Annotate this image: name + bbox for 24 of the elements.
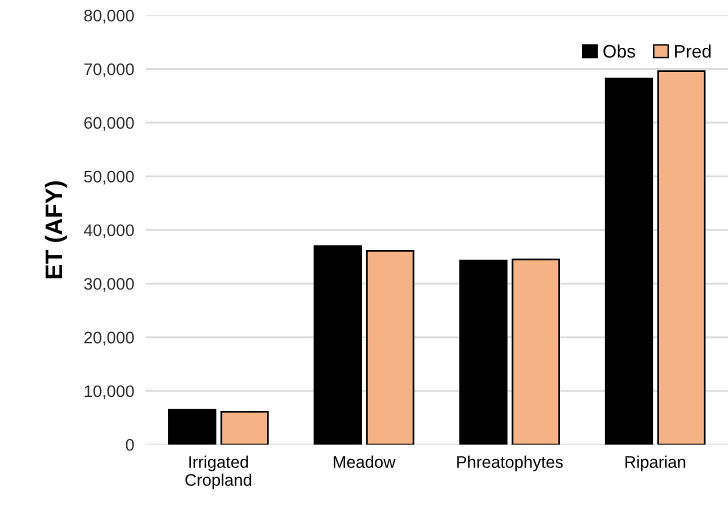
- bar: [512, 258, 560, 445]
- x-tick-label: Meadow: [334, 456, 396, 468]
- bar: [220, 411, 269, 445]
- y-tick-label: 30,000: [84, 278, 134, 292]
- bar: [168, 408, 216, 445]
- legend-label: Obs: [603, 44, 636, 58]
- y-tick-label: 80,000: [84, 10, 134, 24]
- bar: [314, 245, 362, 445]
- x-tick-label: Riparian: [626, 456, 686, 472]
- bar: [459, 260, 508, 445]
- y-tick-label: 50,000: [84, 170, 134, 184]
- legend-label: Pred: [675, 44, 711, 58]
- bar: [604, 78, 654, 445]
- y-axis-title: ET (AFY): [44, 181, 67, 278]
- y-tick-label: 0: [126, 438, 134, 451]
- bar: [657, 70, 706, 445]
- bar: [366, 250, 414, 445]
- y-tick-label: 40,000: [84, 224, 134, 238]
- x-tick-label: Phreatophytes: [457, 456, 563, 472]
- y-tick-label: 20,000: [84, 332, 134, 346]
- y-tick-label: 70,000: [84, 63, 134, 78]
- y-tick-label: 60,000: [84, 117, 134, 131]
- x-tick-label: Irrigated Cropland: [185, 456, 252, 490]
- y-tick-label: 10,000: [84, 385, 134, 400]
